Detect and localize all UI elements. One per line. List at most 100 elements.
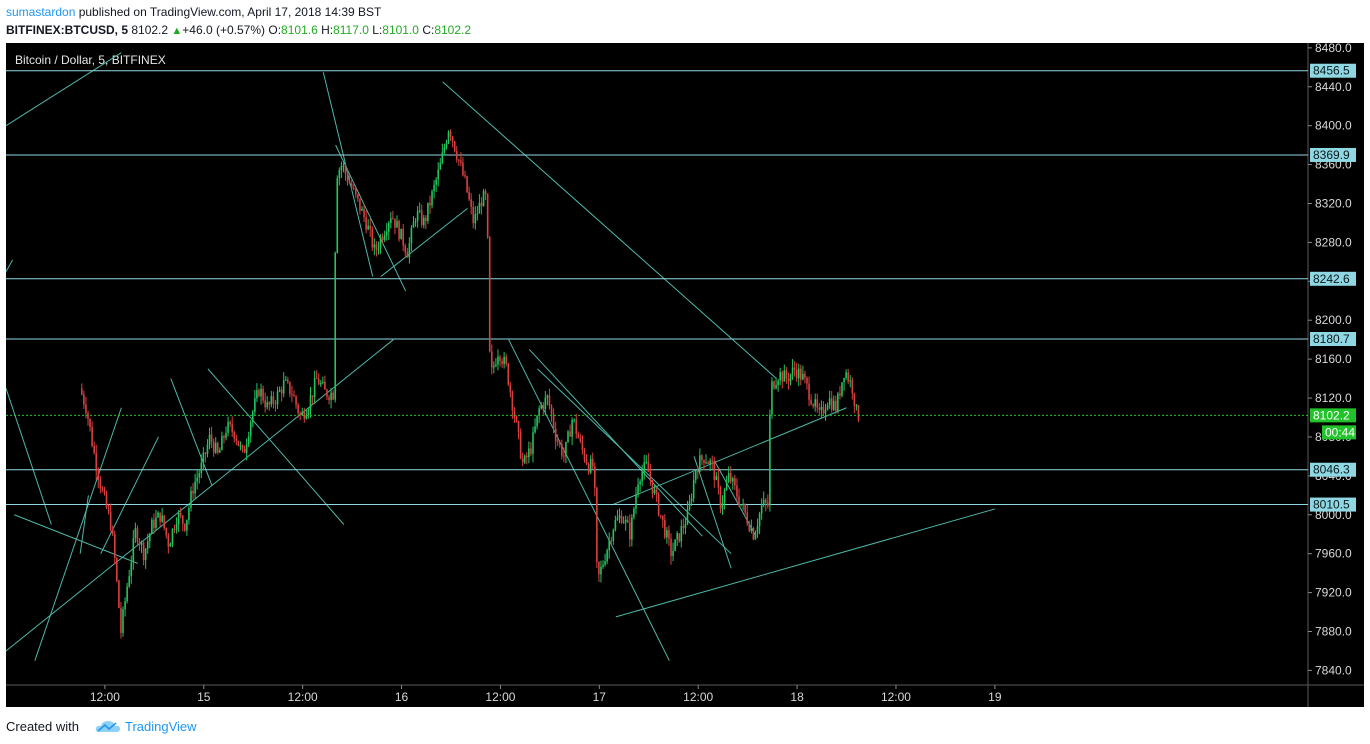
x-tick-label: 19 — [988, 690, 1002, 704]
candle-body — [651, 479, 654, 494]
candle-body — [134, 528, 137, 539]
candle-body — [186, 519, 188, 531]
candle-body — [835, 400, 837, 412]
candle-body — [822, 406, 825, 414]
candle-body — [721, 502, 724, 509]
candle-body — [802, 373, 804, 380]
candle-body — [249, 421, 252, 437]
candle-body — [771, 381, 773, 415]
candle-body — [655, 489, 658, 494]
candle-body — [260, 388, 262, 397]
candle-body — [629, 522, 631, 540]
candle-body — [795, 369, 798, 379]
candle-body — [482, 191, 485, 207]
author-link[interactable]: sumastardon — [6, 5, 76, 19]
candle-body — [734, 478, 736, 486]
candle-body — [254, 398, 256, 412]
candle-body — [715, 476, 718, 481]
candle-body — [445, 142, 448, 148]
candle-body — [484, 191, 487, 195]
candle-body — [95, 453, 98, 472]
candle-body — [686, 509, 689, 525]
price-chart[interactable]: Bitcoin / Dollar, 5, BITFINEX 7840.0 7880.… — [6, 43, 1364, 707]
candle-body — [511, 392, 514, 411]
candle-body — [124, 601, 126, 610]
candle-body — [262, 388, 264, 401]
candle-body — [750, 528, 753, 532]
candle-body — [439, 163, 442, 170]
candle-body — [190, 490, 192, 508]
candle-body — [769, 414, 771, 506]
candle-body — [756, 525, 759, 534]
candle-body — [163, 515, 166, 528]
candle-body — [497, 356, 499, 365]
candle-body — [789, 374, 792, 382]
candle-body — [616, 517, 619, 521]
candle-body — [664, 519, 666, 538]
candle-body — [696, 470, 699, 472]
chart-area[interactable]: Bitcoin / Dollar, 5, BITFINEX 7840.0 7880.… — [6, 43, 1364, 707]
candle-body — [478, 202, 481, 214]
candle-body — [837, 393, 839, 412]
y-tick-label: 8120.0 — [1315, 391, 1352, 405]
candle-body — [538, 408, 540, 416]
low-value: 8101.0 — [382, 23, 419, 37]
candle-body — [443, 147, 446, 153]
candle-body — [808, 383, 810, 400]
candle-body — [85, 404, 87, 414]
chart-title: Bitcoin / Dollar, 5, BITFINEX — [15, 53, 166, 67]
level-label-bg — [1310, 63, 1356, 78]
candle-body — [322, 381, 324, 384]
candle-body — [575, 419, 578, 434]
candle-body — [116, 557, 118, 581]
x-tick-label: 18 — [790, 690, 804, 704]
candle-body — [717, 476, 720, 488]
candle-body — [212, 441, 215, 453]
candle-body — [420, 210, 423, 226]
footer: Created with TradingView — [6, 716, 197, 736]
candle-body — [608, 540, 611, 551]
candle-body — [235, 438, 238, 441]
published-text: published on TradingView.com, April 17, … — [75, 5, 382, 19]
candle-body — [239, 445, 242, 447]
candle-body — [548, 395, 551, 406]
candle-body — [97, 471, 100, 480]
candle-body — [635, 494, 637, 509]
candle-body — [620, 515, 623, 523]
candle-body — [631, 517, 633, 540]
candle-body — [470, 199, 472, 207]
trendline — [207, 368, 345, 525]
tradingview-link[interactable]: TradingView — [85, 719, 197, 734]
brand-label: TradingView — [124, 718, 197, 734]
candle-body — [408, 243, 411, 258]
candle-body — [81, 388, 83, 395]
level-label-bg — [1310, 462, 1356, 477]
candle-body — [517, 421, 520, 433]
candle-body — [221, 436, 223, 451]
candle-body — [241, 445, 244, 449]
x-tick-label: 12:00 — [288, 690, 318, 704]
candle-body — [192, 490, 194, 494]
candle-body — [315, 378, 318, 380]
candle-body — [252, 411, 254, 422]
candle-body — [229, 421, 231, 425]
open-value: 8101.6 — [281, 23, 318, 37]
candle-body — [184, 523, 186, 531]
candle-body — [672, 550, 674, 557]
candle-body — [577, 433, 580, 439]
candle-body — [146, 541, 149, 549]
candle-body — [581, 441, 584, 450]
candle-body — [591, 458, 594, 467]
candle-body — [311, 395, 314, 398]
candle-body — [688, 501, 691, 510]
candle-body — [247, 436, 250, 445]
close-value: 8102.2 — [434, 23, 472, 37]
trendline — [34, 407, 122, 661]
candle-body — [159, 512, 161, 522]
candle-body — [381, 237, 384, 241]
candle-body — [472, 206, 475, 224]
candle-body — [645, 461, 648, 463]
candle-body — [818, 407, 821, 410]
candle-body — [437, 169, 440, 180]
candle-body — [666, 530, 668, 538]
